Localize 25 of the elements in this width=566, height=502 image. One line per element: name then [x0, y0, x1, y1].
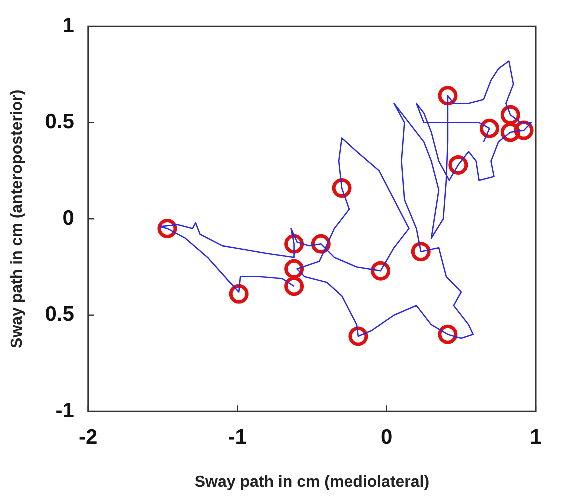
y-tick-label: 0.5 — [45, 303, 75, 326]
x-axis-title: Sway path in cm (mediolateral) — [194, 474, 430, 491]
point — [158, 218, 178, 238]
point — [480, 118, 500, 138]
point — [371, 261, 391, 281]
point — [438, 324, 458, 344]
point — [411, 242, 431, 262]
x-tick-label: 0 — [380, 426, 393, 449]
point — [348, 326, 368, 346]
point — [332, 178, 352, 198]
point — [284, 276, 304, 296]
y-tick-label: -1 — [56, 399, 75, 422]
point — [500, 105, 520, 125]
y-tick-label: 1 — [62, 14, 75, 38]
point — [284, 259, 304, 279]
y-tick-label: 0 — [62, 206, 74, 230]
x-tick-label: -2 — [79, 426, 98, 449]
y-axis-title: Sway path in cm (anteroposterior) — [9, 90, 26, 348]
x-tick-label: -1 — [228, 426, 248, 449]
point — [500, 122, 520, 142]
point — [448, 155, 468, 175]
x-tick-label: 1 — [530, 426, 542, 449]
point — [438, 86, 458, 106]
point — [229, 284, 249, 304]
y-tick-label: 0.5 — [45, 110, 75, 134]
